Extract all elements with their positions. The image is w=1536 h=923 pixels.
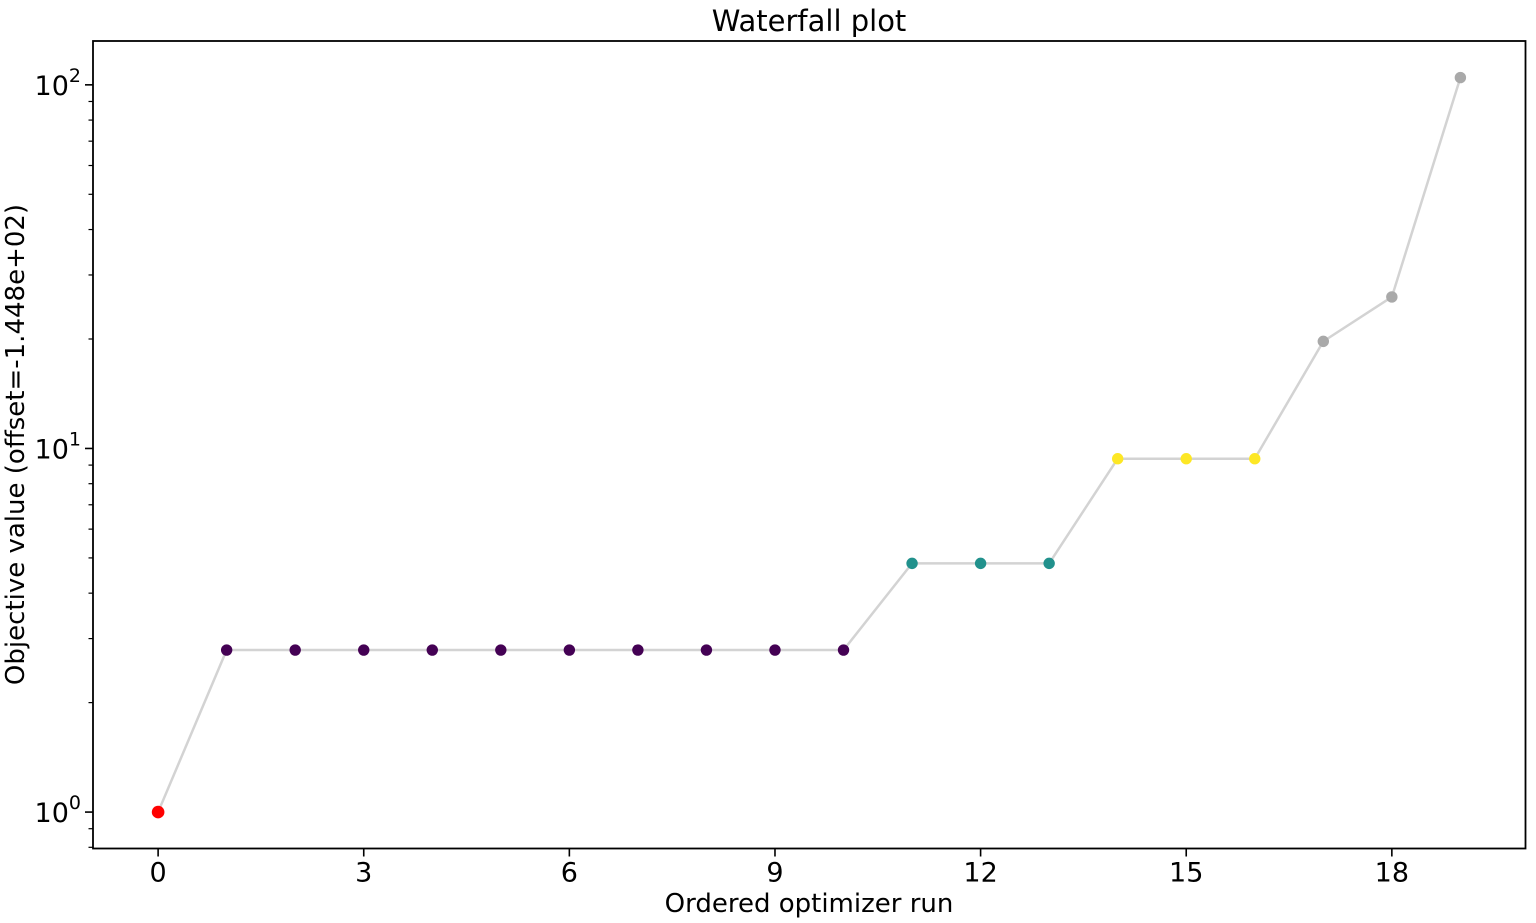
y-tick-label: 101 <box>35 428 81 465</box>
data-series <box>151 71 1467 819</box>
x-tick-label: 12 <box>963 858 997 889</box>
y-axis-label: Objective value (offset=-1.448e+02) <box>1 204 31 685</box>
series-line <box>156 77 1462 813</box>
data-point-17 <box>1317 335 1330 348</box>
data-point-4 <box>426 644 438 656</box>
data-point-2 <box>289 644 301 656</box>
x-tick-label: 0 <box>150 858 167 889</box>
data-point-1 <box>220 644 233 656</box>
x-axis-ticks: 0 3 6 9 12 15 18 <box>150 848 1409 889</box>
plot-area-frame <box>92 40 1527 850</box>
data-point-12 <box>974 557 987 570</box>
data-point-9 <box>769 644 781 656</box>
chart-title: Waterfall plot <box>712 4 907 38</box>
x-tick-label: 18 <box>1375 858 1409 889</box>
data-point-0 <box>151 805 165 819</box>
data-point-13 <box>1043 557 1055 570</box>
data-point-6 <box>563 644 576 656</box>
data-point-16 <box>1249 453 1261 465</box>
x-tick-label: 6 <box>561 858 578 889</box>
x-axis-label: Ordered optimizer run <box>665 889 954 919</box>
data-point-8 <box>700 644 713 656</box>
x-tick-label: 3 <box>355 858 372 889</box>
y-tick-label: 100 <box>35 792 81 829</box>
data-point-7 <box>632 644 644 656</box>
data-point-3 <box>358 644 370 656</box>
data-point-18 <box>1386 291 1398 303</box>
x-tick-label: 15 <box>1169 858 1203 889</box>
data-point-5 <box>495 644 507 656</box>
y-tick-label: 102 <box>35 65 81 102</box>
data-point-14 <box>1111 453 1124 465</box>
y-axis-major-ticks: 100 101 102 <box>35 65 93 829</box>
data-point-10 <box>837 644 850 656</box>
data-point-11 <box>906 557 918 570</box>
data-point-19 <box>1454 71 1467 84</box>
x-tick-label: 9 <box>766 858 783 889</box>
data-point-15 <box>1180 453 1192 465</box>
